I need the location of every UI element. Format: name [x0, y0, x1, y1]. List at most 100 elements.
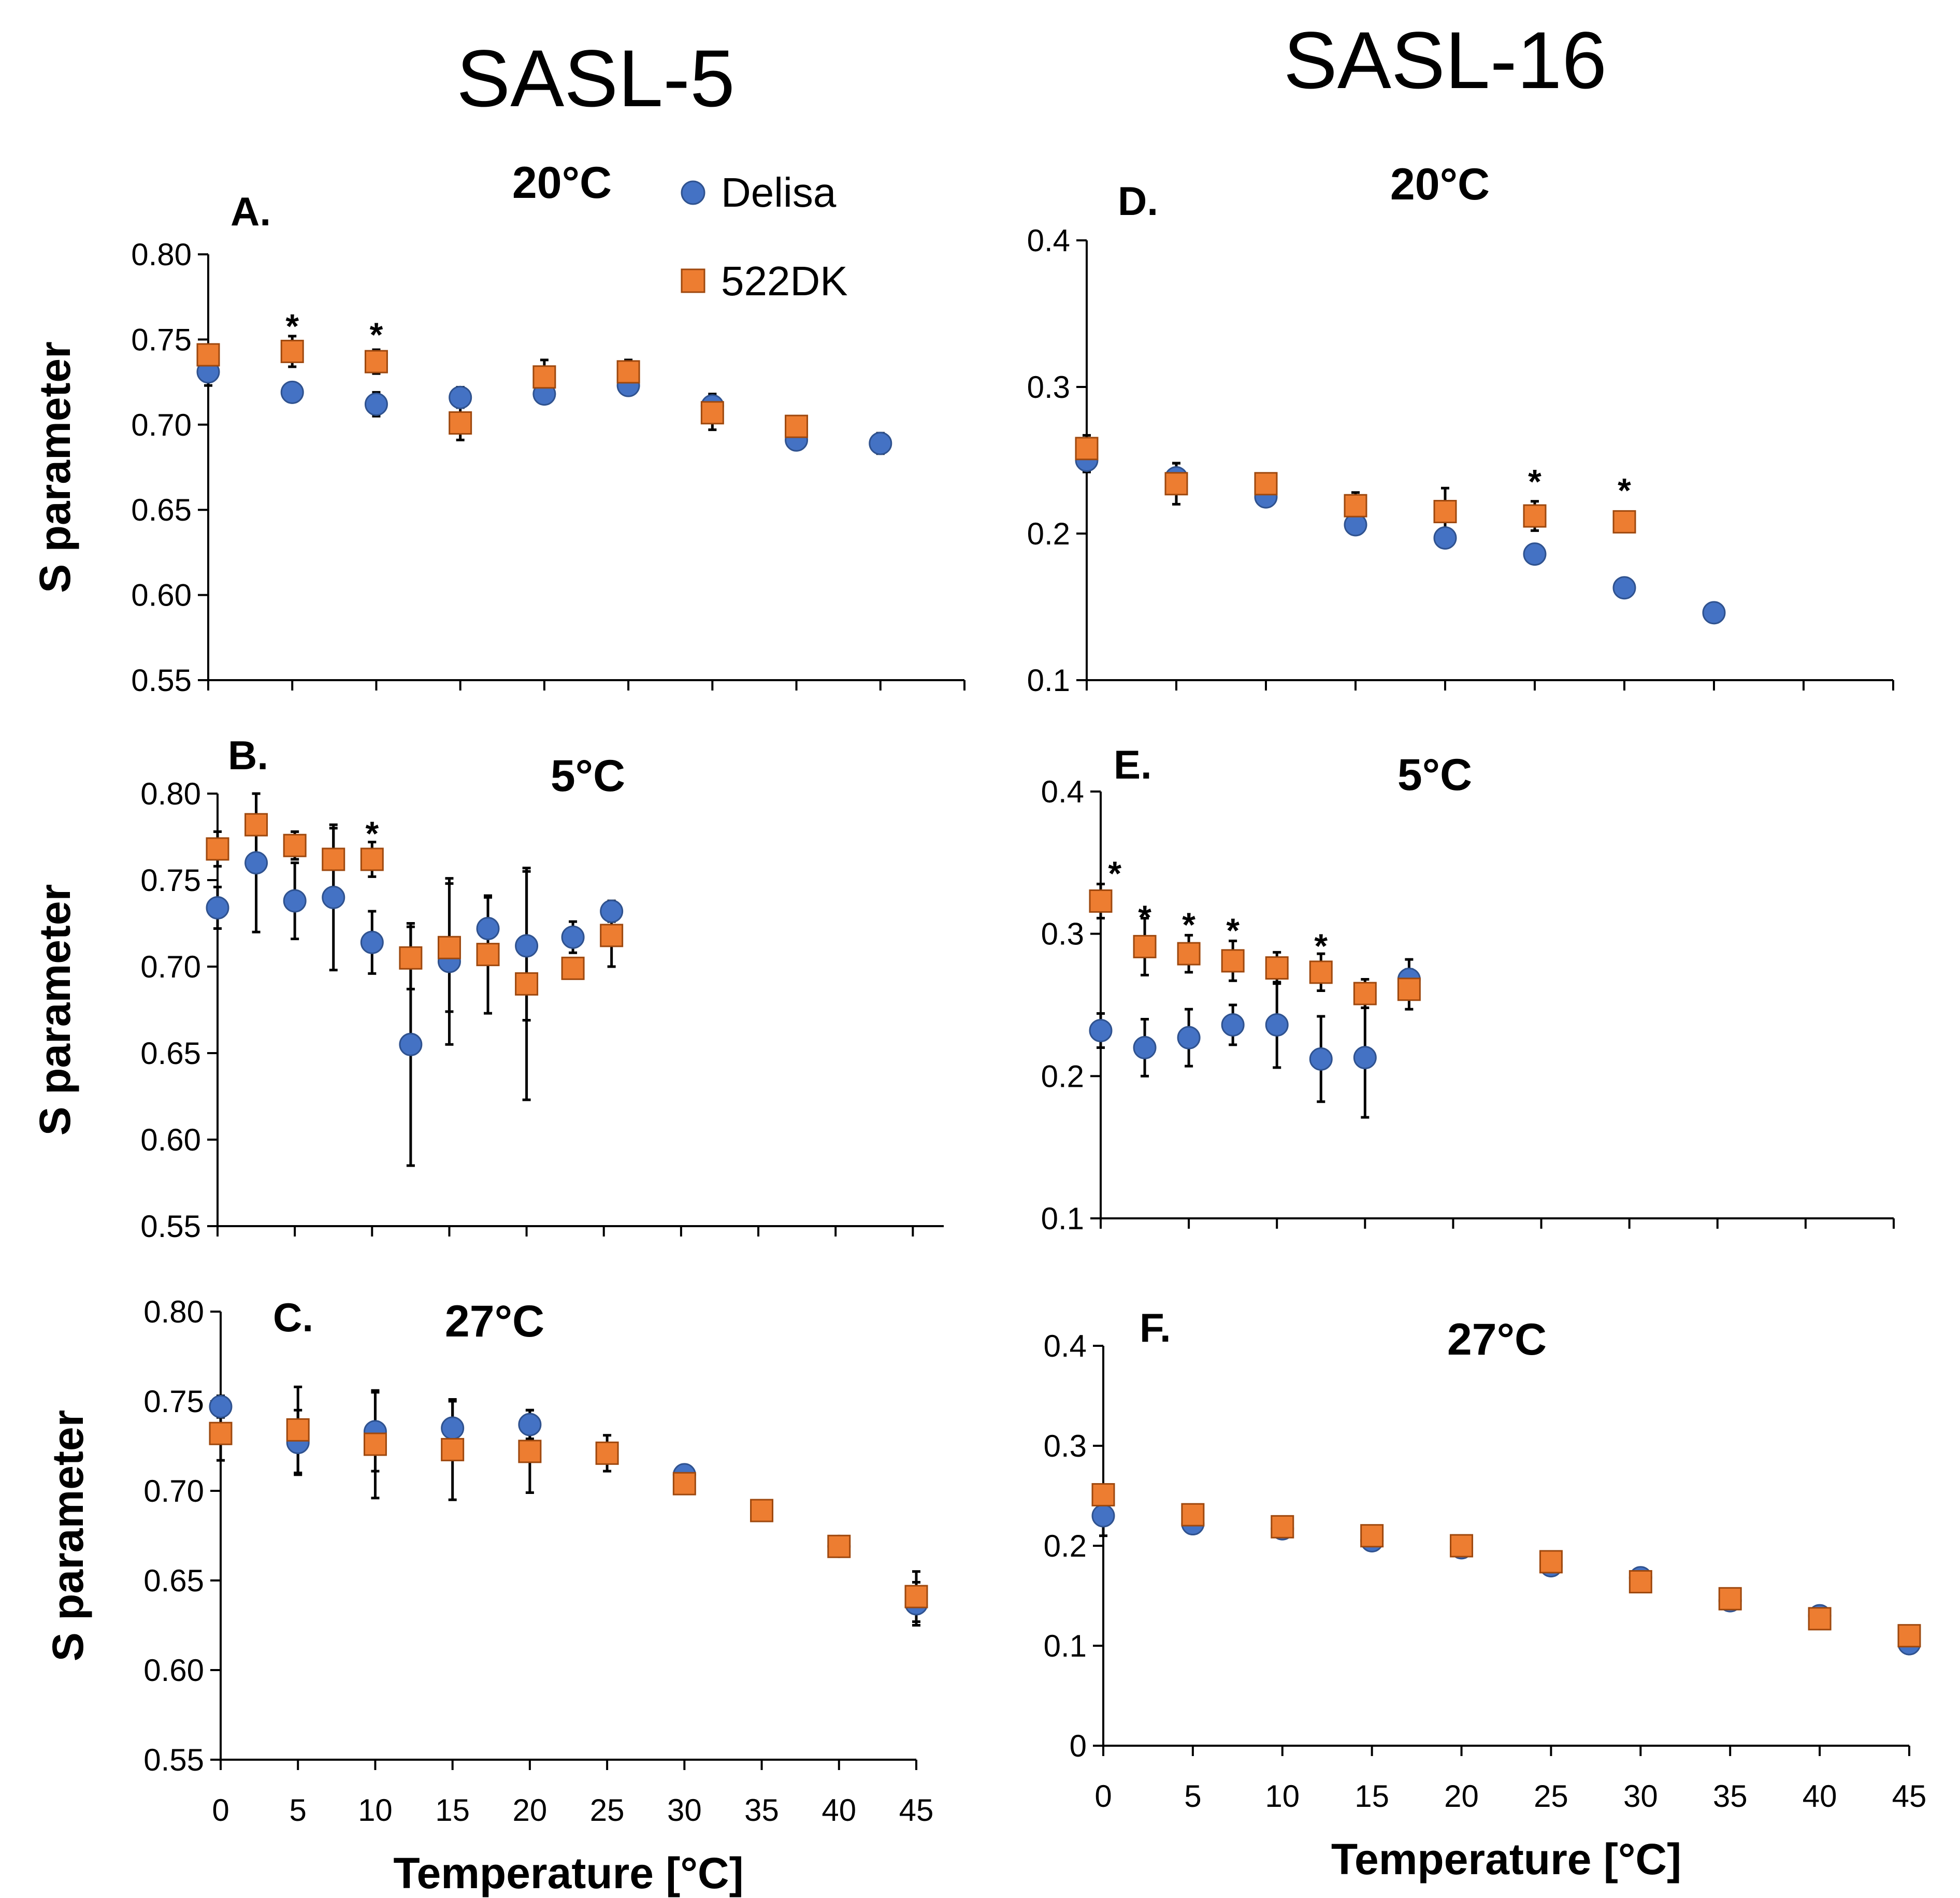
point-522dk-c: [827, 1534, 851, 1558]
point-delisa-c: [209, 1394, 233, 1418]
point-delisa-b: [244, 851, 268, 875]
x-tick-label-f: 5: [1184, 1779, 1201, 1814]
point-522dk-f: [1628, 1570, 1652, 1593]
x-tick-label-f: 35: [1713, 1779, 1748, 1814]
significance-star-e: *: [1108, 854, 1121, 893]
panel-letter-b: B.: [228, 732, 268, 778]
y-tick-label-a: 0.65: [131, 493, 192, 527]
point-522dk-d: [1344, 494, 1367, 517]
panel-title-c: 27°C: [445, 1297, 544, 1346]
legend: Delisa 522DK: [681, 169, 848, 304]
y-tick-label-f: 0.4: [1044, 1329, 1087, 1363]
point-522dk-f: [1271, 1515, 1294, 1538]
x-tick-label-f: 10: [1265, 1779, 1300, 1814]
panel-c: 0.80 0.75 0.70 0.65 0.60 0.550 5 10 15 20 25 30 35 40…: [44, 1295, 933, 1897]
y-tick-label-b: 0.70: [140, 950, 201, 984]
y-tick-label-e: 0.4: [1041, 774, 1084, 809]
y-tick-label-c: 0.75: [143, 1384, 204, 1419]
point-delisa-a: [280, 380, 304, 404]
point-delisa-d: [1702, 601, 1726, 625]
point-delisa-b: [322, 885, 345, 909]
point-522dk-a: [364, 350, 388, 373]
y-tick-label-b: 0.55: [140, 1209, 201, 1244]
column-title-sasl-16: SASL-16: [1284, 16, 1607, 106]
panel-b: 0.80 0.75 0.70 0.65 0.60 0.55 S parameter B. 5°C…: [31, 732, 944, 1244]
y-tick-label-b: 0.80: [140, 777, 201, 811]
y-tick-label-a: 0.70: [131, 408, 192, 442]
point-522dk-a: [700, 401, 724, 425]
x-tick-label-c: 15: [435, 1793, 470, 1828]
y-tick-label-d: 0.2: [1027, 516, 1070, 551]
x-tick-label-f: 0: [1094, 1779, 1112, 1814]
y-tick-label-b: 0.60: [140, 1123, 201, 1157]
x-tick-label-c: 5: [290, 1793, 307, 1828]
point-522dk-b: [437, 936, 461, 959]
x-tick-label-c: 0: [212, 1793, 229, 1828]
panel-e: 0.4 0.3 0.2 0.1 E. 5°C * * * * *: [1041, 742, 1895, 1236]
point-522dk-d: [1433, 500, 1457, 524]
y-tick-label-b: 0.75: [140, 863, 201, 898]
x-tick-label-c: 30: [667, 1793, 702, 1828]
point-522dk-d: [1164, 472, 1188, 496]
column-title-sasl-5: SASL-5: [456, 34, 735, 124]
point-delisa-c: [518, 1413, 542, 1436]
y-tick-label-e: 0.2: [1041, 1059, 1084, 1094]
legend-marker-delisa: [681, 180, 705, 205]
point-522dk-e: [1089, 889, 1113, 913]
point-522dk-d: [1612, 510, 1636, 534]
panel-title-f: 27°C: [1447, 1315, 1547, 1364]
point-delisa-b: [399, 1032, 423, 1056]
legend-marker-522dk: [681, 268, 705, 293]
point-522dk-c: [286, 1418, 310, 1442]
point-delisa-d: [1433, 526, 1457, 550]
point-delisa-c: [441, 1416, 465, 1440]
point-522dk-f: [1450, 1534, 1474, 1558]
legend-label-522dk: 522DK: [721, 258, 848, 304]
point-522dk-c: [672, 1472, 696, 1496]
significance-star-e: *: [1226, 911, 1240, 950]
x-tick-label-c: 20: [513, 1793, 547, 1828]
panel-letter-e: E.: [1114, 742, 1152, 787]
point-522dk-e: [1397, 977, 1421, 1001]
x-tick-label-c: 35: [744, 1793, 779, 1828]
point-delisa-d: [1612, 576, 1636, 600]
y-tick-label-e: 0.3: [1041, 917, 1084, 952]
point-522dk-b: [322, 847, 345, 871]
significance-star-d: *: [1618, 471, 1631, 509]
y-tick-label-e: 0.1: [1041, 1201, 1084, 1236]
point-delisa-b: [600, 899, 624, 923]
point-522dk-e: [1309, 960, 1333, 984]
point-522dk-a: [532, 365, 556, 389]
point-522dk-f: [1897, 1624, 1921, 1648]
point-delisa-b: [476, 917, 500, 941]
y-tick-label-f: 0: [1070, 1729, 1087, 1763]
point-522dk-b: [600, 924, 624, 947]
point-delisa-e: [1089, 1018, 1113, 1042]
y-tick-label-c: 0.60: [143, 1653, 204, 1688]
point-522dk-f: [1181, 1503, 1205, 1527]
significance-star-d: *: [1528, 462, 1541, 500]
point-delisa-a: [364, 392, 388, 416]
point-522dk-f: [1808, 1607, 1832, 1631]
point-delisa-e: [1265, 1013, 1289, 1037]
panel-letter-c: C.: [273, 1295, 313, 1340]
point-522dk-b: [561, 956, 585, 980]
y-tick-label-c: 0.80: [143, 1295, 204, 1329]
y-tick-label-a: 0.75: [131, 322, 192, 357]
point-522dk-f: [1360, 1524, 1384, 1548]
point-delisa-e: [1309, 1047, 1333, 1071]
x-tick-label-f: 25: [1534, 1779, 1568, 1814]
point-delisa-d: [1523, 542, 1547, 566]
point-522dk-f: [1091, 1483, 1115, 1507]
point-522dk-e: [1221, 949, 1245, 973]
x-tick-label-f: 15: [1354, 1779, 1389, 1814]
y-axis-title-a: S parameter: [31, 341, 79, 593]
x-tick-label-c: 40: [822, 1793, 856, 1828]
point-522dk-f: [1539, 1550, 1563, 1574]
panel-letter-f: F.: [1140, 1305, 1171, 1350]
point-522dk-a: [280, 339, 304, 363]
y-tick-label-d: 0.4: [1027, 223, 1070, 258]
point-522dk-d: [1075, 437, 1099, 461]
